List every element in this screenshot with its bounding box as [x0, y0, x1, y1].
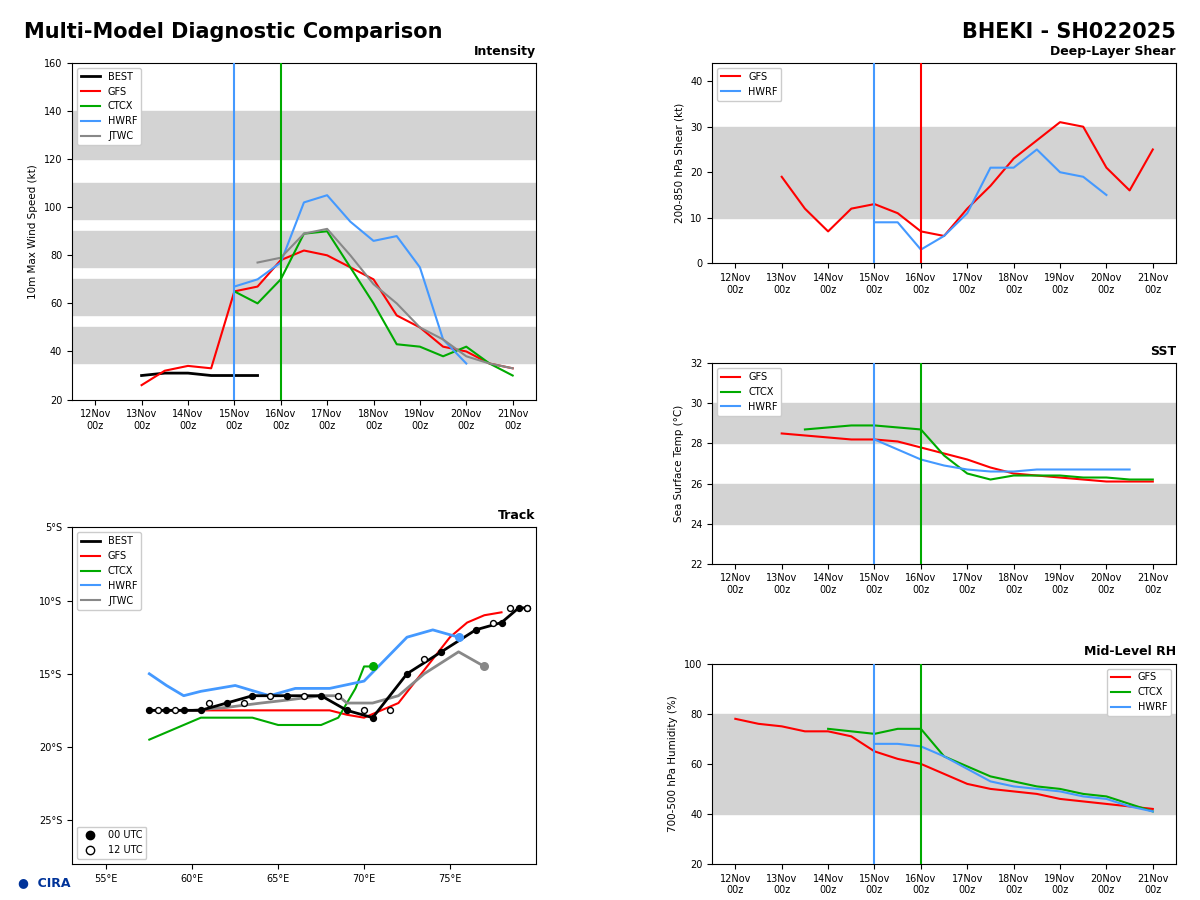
Bar: [712, 714, 1176, 764]
Point: [432, 644, 451, 659]
Point: [466, 623, 485, 637]
Text: Track: Track: [498, 509, 536, 522]
Point: [449, 630, 468, 644]
Point: [484, 616, 503, 630]
Point: [157, 703, 176, 717]
Y-axis label: 10m Max Wind Speed (kt): 10m Max Wind Speed (kt): [29, 164, 38, 299]
Point: [509, 600, 528, 615]
Legend: GFS, HWRF: GFS, HWRF: [716, 68, 781, 101]
Legend: 00 UTC, 12 UTC: 00 UTC, 12 UTC: [77, 826, 146, 860]
Text: BHEKI - SH022025: BHEKI - SH022025: [962, 22, 1176, 42]
Bar: [72, 231, 536, 267]
Text: Intensity: Intensity: [474, 45, 536, 58]
Point: [337, 703, 356, 717]
Text: Mid-Level RH: Mid-Level RH: [1084, 645, 1176, 659]
Point: [380, 703, 400, 717]
Point: [354, 703, 373, 717]
Bar: [72, 328, 536, 364]
Bar: [712, 172, 1176, 218]
Y-axis label: 700-500 hPa Humidity (%): 700-500 hPa Humidity (%): [668, 696, 678, 832]
Point: [217, 696, 236, 710]
Bar: [712, 483, 1176, 524]
Point: [200, 696, 220, 710]
Y-axis label: 200-850 hPa Shear (kt): 200-850 hPa Shear (kt): [674, 103, 684, 223]
Bar: [712, 127, 1176, 172]
Legend: GFS, CTCX, HWRF: GFS, CTCX, HWRF: [716, 368, 781, 416]
Legend: BEST, GFS, CTCX, HWRF, JTWC: BEST, GFS, CTCX, HWRF, JTWC: [77, 68, 142, 145]
Point: [492, 616, 511, 630]
Legend: GFS, CTCX, HWRF: GFS, CTCX, HWRF: [1106, 669, 1171, 716]
Point: [149, 703, 168, 717]
Point: [475, 660, 494, 674]
Point: [191, 703, 210, 717]
Point: [364, 660, 383, 674]
Point: [517, 600, 536, 615]
Text: Multi-Model Diagnostic Comparison: Multi-Model Diagnostic Comparison: [24, 22, 443, 42]
Text: SST: SST: [1150, 345, 1176, 358]
Point: [242, 688, 262, 703]
Point: [166, 703, 185, 717]
Bar: [72, 279, 536, 315]
Point: [500, 600, 520, 615]
Bar: [712, 764, 1176, 814]
Bar: [712, 403, 1176, 444]
Point: [277, 688, 296, 703]
Point: [414, 652, 433, 666]
Point: [174, 703, 193, 717]
Bar: [72, 184, 536, 220]
Point: [449, 630, 468, 644]
Point: [294, 688, 313, 703]
Point: [312, 688, 331, 703]
Point: [364, 710, 383, 724]
Point: [234, 696, 253, 710]
Point: [517, 600, 536, 615]
Y-axis label: Sea Surface Temp (°C): Sea Surface Temp (°C): [674, 405, 684, 522]
Text: ●  CIRA: ● CIRA: [18, 877, 71, 889]
Point: [329, 688, 348, 703]
Point: [139, 703, 158, 717]
Bar: [72, 111, 536, 159]
Point: [260, 688, 280, 703]
Text: Deep-Layer Shear: Deep-Layer Shear: [1050, 45, 1176, 58]
Point: [397, 667, 416, 681]
